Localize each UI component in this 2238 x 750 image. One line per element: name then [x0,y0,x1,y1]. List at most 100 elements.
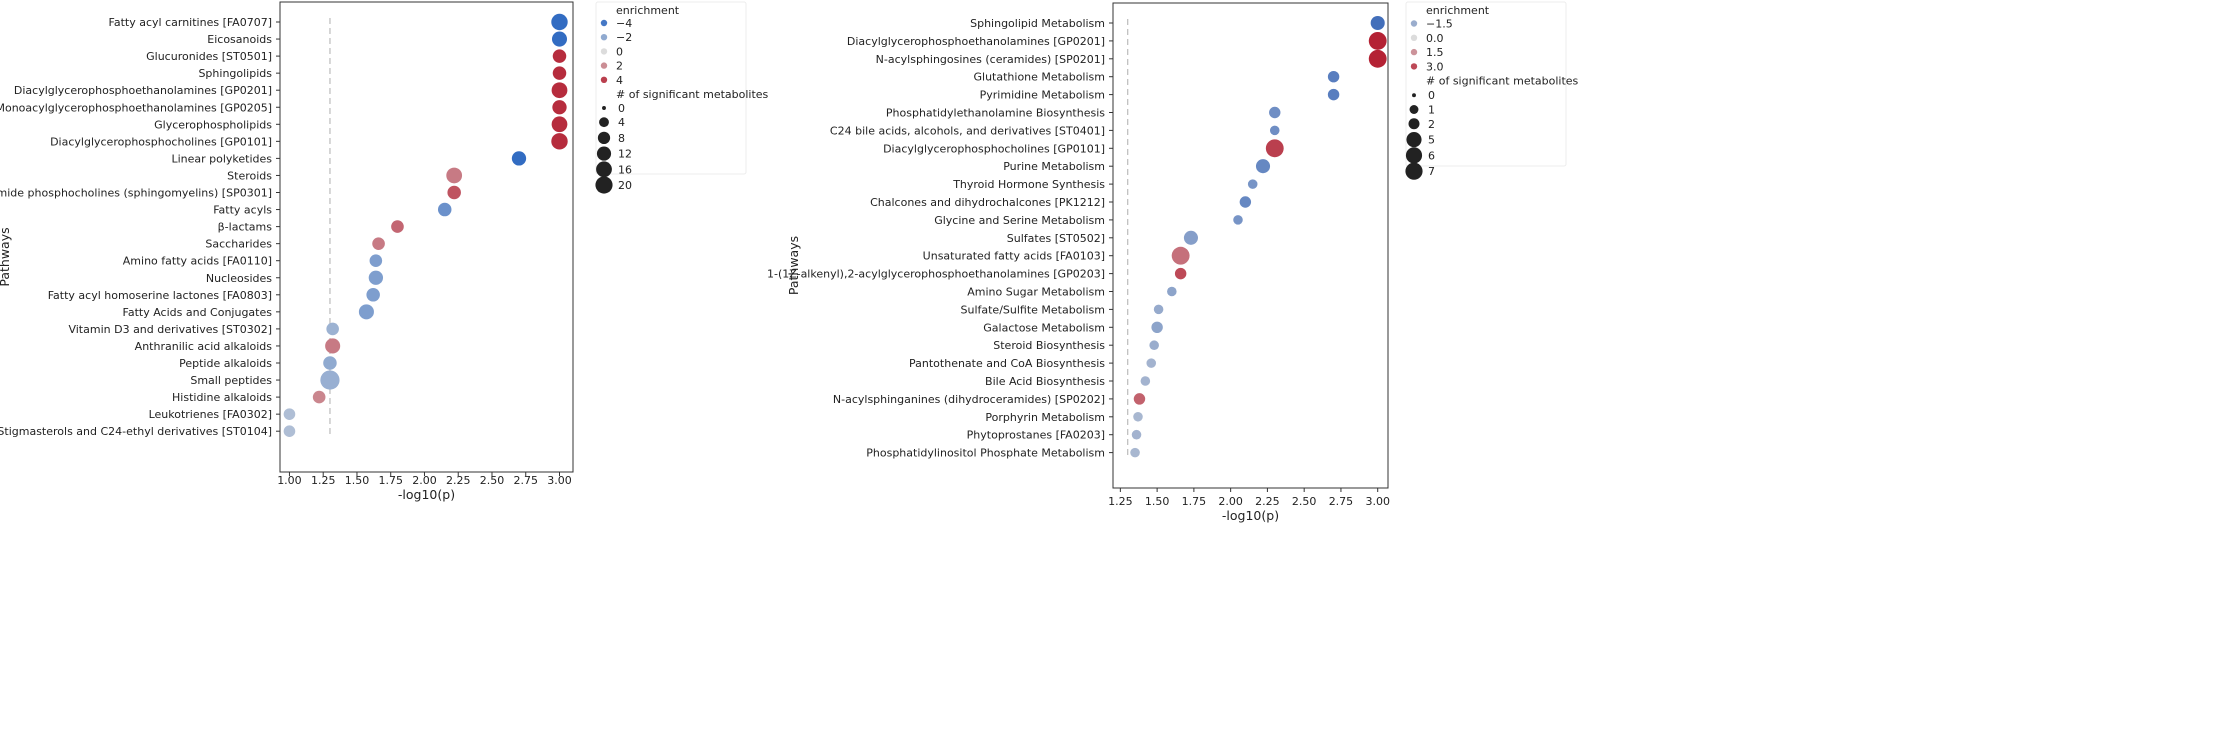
legend-enrichment-marker [600,62,608,69]
pathway-label: Small peptides [190,374,272,387]
pathway-label: Diacylglycerophosphoethanolamines [GP020… [14,84,272,97]
pathway-dot [551,133,568,150]
pathway-dot [1174,267,1187,280]
pathway-dot [1167,286,1177,297]
pathway-dot [1239,196,1252,208]
legend-enrichment-marker [600,76,608,84]
legend-size-marker [1408,118,1420,130]
pathway-dot [1327,70,1340,83]
plot-frame [1112,2,1389,489]
plot-frame [279,1,574,473]
pathway-dot [283,425,296,437]
pathway-label: Amino Sugar Metabolism [967,286,1105,299]
pathway-dot [551,82,568,99]
pathway-label: Sulfate/Sulfite Metabolism [960,303,1105,316]
pathway-label: 1-(1Z-alkenyl),2-acylglycerophosphoethan… [767,268,1105,281]
legend-size-marker [1405,162,1423,180]
y-axis-label: Pathways [786,236,801,295]
left-dot-chart: 1.00 1.25 1.50 1.75 2.00 2.25 2.50 2.75 3.00 -log… [0,1,769,502]
pathway-dot [1131,429,1142,440]
pathway-label: Phytoprostanes [FA0203] [967,429,1105,442]
legend-enrichment-label: 2 [616,60,623,73]
pathway-dot [552,49,567,63]
legend-size-label: 0 [1428,89,1435,102]
legend-enrichment-label: 0 [616,45,623,58]
legend-enrichment-marker [1410,48,1418,56]
legend-size-label: 4 [618,116,625,129]
x-tick-label: 2.50 [480,474,505,487]
pathway-label: Sulfates [ST0502] [1007,232,1105,245]
legend-size-marker [596,161,612,178]
pathway-dot [447,185,461,200]
pathway-label: Fatty acyl homoserine lactones [FA0803] [48,289,272,302]
legend-size-marker [1405,147,1423,164]
legend-size-marker [1412,93,1416,98]
pathway-label: Vitamin D3 and derivatives [ST0302] [68,323,272,336]
pathway-dot [326,322,339,336]
legend-enrichment-marker [600,48,608,55]
legend-size-label: 7 [1428,165,1435,178]
legend-size-label: 20 [618,179,632,192]
pathway-label: Fatty acyls [213,204,272,217]
pathway-label: Histidine alkaloids [172,391,272,404]
pathway-dot [325,338,341,354]
pathway-dot [1370,15,1385,31]
pathway-dot [1153,304,1164,315]
x-tick-label: 2.75 [513,474,538,487]
pathway-label: Pyrimidine Metabolism [980,89,1105,102]
pathway-label: Glycine and Serine Metabolism [934,214,1105,227]
legend-enrichment-label: −2 [616,31,632,44]
pathway-label: Purine Metabolism [1003,160,1105,173]
pathway-dot [1171,246,1190,265]
pathway-label: Diacylglycerophosphocholines [GP0101] [50,135,272,148]
pathway-label: Anthranilic acid alkaloids [135,340,273,353]
pathway-dot [1269,125,1280,136]
pathway-dot [551,116,568,133]
pathway-label: Chalcones and dihydrochalcones [PK1212] [870,196,1105,209]
legend-enrichment-marker [1410,63,1418,70]
pathway-dot [1149,340,1159,350]
legend-enrichment-label: −1.5 [1426,18,1453,31]
pathway-label: Stigmasterols and C24-ethyl derivatives … [0,425,272,438]
pathway-label: Monoacylglycerophosphoethanolamines [GP0… [0,101,272,114]
x-tick-label: 2.75 [1329,495,1354,508]
legend-size-marker [602,106,606,110]
pathway-dot [368,270,384,285]
legend-enrichment-label: 3.0 [1426,60,1444,73]
pathway-label: N-acylsphingosines (ceramides) [SP0201] [876,53,1105,66]
x-tick-label: 2.00 [412,474,437,487]
pathway-dot [1327,88,1340,101]
pathway-label: Fatty Acids and Conjugates [123,306,273,319]
pathway-dot [1146,358,1157,368]
pathway-label: Bile Acid Biosynthesis [985,375,1105,388]
pathway-dot [323,356,337,370]
pathway-label: Glucuronides [ST0501] [146,50,272,63]
legend-enrichment-title: enrichment [1426,4,1490,17]
pathway-dot [1265,139,1284,158]
pathway-label: Leukotrienes [FA0302] [149,408,272,421]
legend-enrichment-marker [600,19,608,27]
pathway-label: Nucleosides [206,272,272,285]
legend-size-marker [1406,132,1422,148]
pathway-label: Phosphatidylethanolamine Biosynthesis [886,107,1105,120]
pathway-label: Glycerophospholipids [154,118,272,131]
pathway-dot [1133,393,1146,405]
pathway-dot [1368,31,1387,50]
pathway-dot [1247,179,1258,189]
x-axis-label: -log10(p) [398,487,455,502]
pathway-dot [1233,215,1243,225]
legend: enrichment−1.50.01.53.0 # of significant … [1405,1,1579,180]
x-tick-label: 1.75 [1182,495,1207,508]
pathway-dot [1133,412,1143,422]
pathway-dot [1151,321,1163,334]
x-tick-label: 3.00 [547,474,572,487]
x-axis-label: -log10(p) [1222,508,1279,523]
legend-size-marker [1409,105,1419,114]
pathway-dot [1368,49,1387,68]
pathway-dot [1130,447,1140,458]
pathway-label: N-acylsphinganines (dihydroceramides) [S… [833,393,1105,406]
pathway-label: Amino fatty acids [FA0110] [123,255,272,268]
pathway-dot [391,220,404,233]
pathway-dot [1183,230,1198,245]
x-tick-label: 1.50 [1145,495,1170,508]
